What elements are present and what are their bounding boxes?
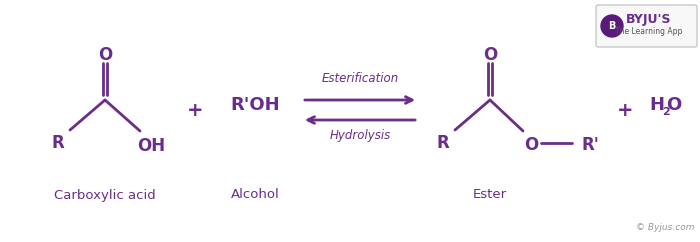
Text: +: + — [187, 100, 203, 120]
Circle shape — [601, 15, 623, 37]
Text: O: O — [483, 46, 497, 64]
Text: Esterification: Esterification — [321, 71, 398, 84]
Text: H: H — [649, 96, 664, 114]
Text: O: O — [666, 96, 681, 114]
Text: The Learning App: The Learning App — [615, 28, 682, 37]
Text: O: O — [524, 136, 538, 154]
Text: O: O — [98, 46, 112, 64]
Text: R: R — [437, 134, 449, 152]
Text: Ester: Ester — [473, 189, 507, 202]
Text: R: R — [52, 134, 64, 152]
Text: +: + — [617, 100, 634, 120]
Text: R'OH: R'OH — [230, 96, 280, 114]
Text: R': R' — [581, 136, 599, 154]
FancyBboxPatch shape — [596, 5, 697, 47]
Text: BYJU'S: BYJU'S — [626, 13, 672, 25]
Text: Carboxylic acid: Carboxylic acid — [54, 189, 156, 202]
Text: Hydrolysis: Hydrolysis — [330, 129, 391, 142]
Text: 2: 2 — [662, 107, 670, 117]
Text: © Byjus.com: © Byjus.com — [636, 223, 695, 232]
Text: Alcohol: Alcohol — [230, 189, 279, 202]
Text: OH: OH — [137, 137, 165, 155]
Text: B: B — [608, 21, 616, 31]
